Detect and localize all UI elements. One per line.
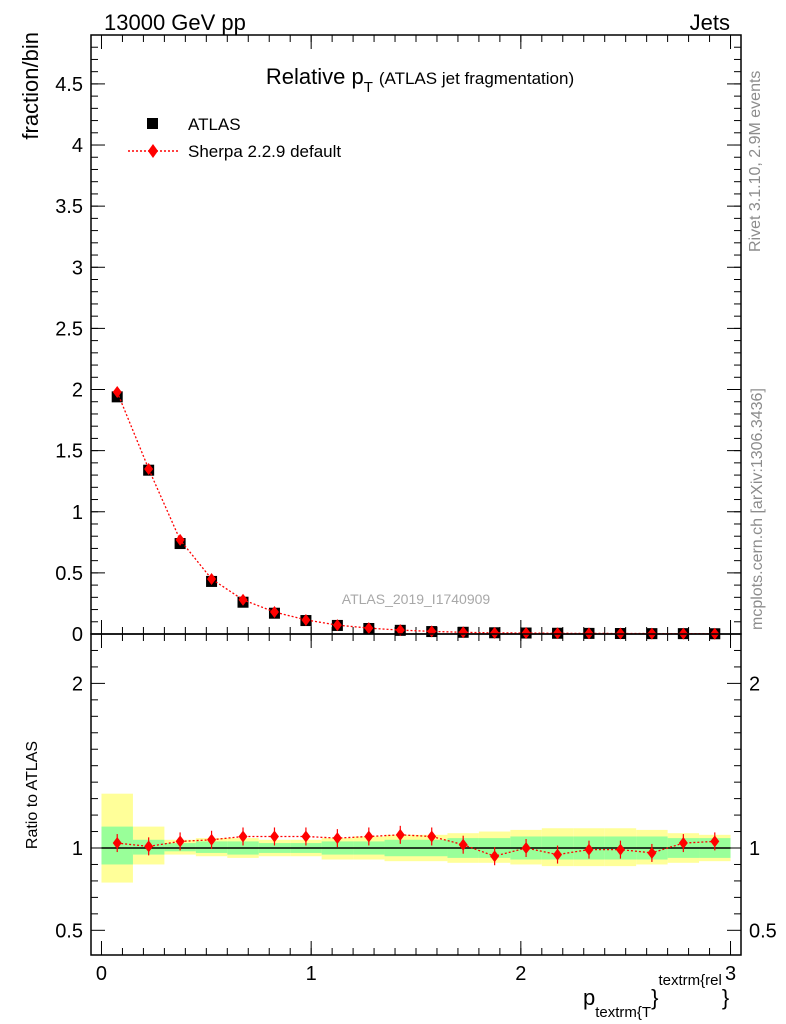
x-tick-label: 2 xyxy=(515,963,526,985)
sherpa-point xyxy=(458,626,468,639)
sherpa-ratio-point xyxy=(332,832,342,845)
sherpa-ratio-point xyxy=(207,833,217,846)
plot-title-suffix: (ATLAS jet fragmentation) xyxy=(379,69,574,88)
sherpa-ratio-point xyxy=(395,828,405,841)
sherpa-ratio-point xyxy=(615,843,625,856)
analysis-watermark: ATLAS_2019_I1740909 xyxy=(342,591,491,607)
x-axis-label-end: } xyxy=(722,985,729,1010)
sherpa-ratio-point xyxy=(710,835,720,848)
plot-title: Relative pT (ATLAS jet fragmentation) xyxy=(266,64,574,96)
sherpa-point xyxy=(395,624,405,637)
y-tick-label: 2.5 xyxy=(55,318,83,340)
y-tick-label: 1 xyxy=(72,502,83,524)
sherpa-ratio-point xyxy=(238,830,248,843)
sherpa-point xyxy=(175,533,185,546)
ratio-y-tick-label: 2 xyxy=(72,673,83,695)
x-axis-label: ptextrm{T}textrm{rel} xyxy=(583,972,729,1021)
legend-sherpa-label: Sherpa 2.2.9 default xyxy=(188,142,341,161)
sherpa-ratio-point xyxy=(364,830,374,843)
y-tick-label: 4 xyxy=(72,135,83,157)
x-axis-label-brace: } xyxy=(651,985,658,1010)
ratio-panel-frame xyxy=(90,633,742,956)
plot-title-sub: T xyxy=(364,79,373,96)
y-tick-label: 3 xyxy=(72,257,83,279)
sherpa-ratio-point xyxy=(301,830,311,843)
sherpa-point xyxy=(112,385,122,398)
sherpa-ratio-point xyxy=(269,830,279,843)
x-axis-label-main: p xyxy=(583,985,595,1010)
ratio-y-tick-label-right: 0.5 xyxy=(749,920,777,942)
legend-sherpa-marker xyxy=(148,144,158,158)
side-rivet: Rivet 3.1.10, 2.9M events xyxy=(747,71,764,252)
y-tick-label: 1.5 xyxy=(55,441,83,463)
sherpa-point xyxy=(144,462,154,475)
y-tick-label: 3.5 xyxy=(55,196,83,218)
sherpa-point xyxy=(364,622,374,635)
ratio-y-tick-label-right: 2 xyxy=(749,673,760,695)
sherpa-ratio-point xyxy=(584,843,594,856)
sherpa-ratio-point xyxy=(647,846,657,859)
plot-title-main: Relative p xyxy=(266,64,364,89)
sherpa-ratio-point xyxy=(553,848,563,861)
sherpa-ratio-line xyxy=(117,834,715,857)
y-tick-label: 0.5 xyxy=(55,563,83,585)
y-axis-label-top: fraction/bin xyxy=(18,32,43,140)
ratio-y-tick-label-right: 1 xyxy=(749,838,760,860)
sherpa-point xyxy=(269,605,279,618)
sherpa-point xyxy=(490,626,500,639)
sherpa-point xyxy=(301,613,311,626)
y-tick-label: 4.5 xyxy=(55,74,83,96)
sherpa-point xyxy=(521,627,531,640)
x-tick-label: 1 xyxy=(306,963,317,985)
x-axis-label-sub: textrm{T xyxy=(595,1004,651,1021)
ratio-y-tick-label: 0.5 xyxy=(55,920,83,942)
x-tick-label: 0 xyxy=(96,963,107,985)
sherpa-ratio-point xyxy=(144,840,154,853)
legend-atlas-label: ATLAS xyxy=(188,115,241,134)
sherpa-ratio-point xyxy=(678,837,688,850)
x-axis-label-sup: textrm{rel xyxy=(658,972,721,989)
sherpa-ratio-point xyxy=(175,835,185,848)
sherpa-ratio-point xyxy=(490,850,500,863)
y-axis-label-ratio: Ratio to ATLAS xyxy=(24,741,41,849)
sherpa-point xyxy=(238,593,248,606)
sherpa-point xyxy=(207,572,217,585)
main-panel: 0 0.5 1 1.5 2 2.5 3 3.5 4 4.5 xyxy=(55,34,742,646)
y-tick-label: 0 xyxy=(72,624,83,646)
sherpa-ratio-point xyxy=(458,838,468,851)
sherpa-point xyxy=(332,619,342,632)
ratio-y-tick-label: 1 xyxy=(72,838,83,860)
header-energy: 13000 GeV pp xyxy=(104,10,246,35)
sherpa-ratio-point xyxy=(427,830,437,843)
header-category: Jets xyxy=(690,10,730,35)
x-tick-label: 3 xyxy=(725,963,736,985)
y-tick-label: 2 xyxy=(72,380,83,402)
side-mcplots: mcplots.cern.ch [arXiv:1306.3436] xyxy=(749,388,766,630)
sherpa-ratio-point xyxy=(112,837,122,850)
legend-atlas-marker xyxy=(147,118,158,129)
ratio-panel: 0.5 0.5 1 1 2 2 0 1 2 3 xyxy=(55,633,777,985)
sherpa-ratio-point xyxy=(521,842,531,854)
